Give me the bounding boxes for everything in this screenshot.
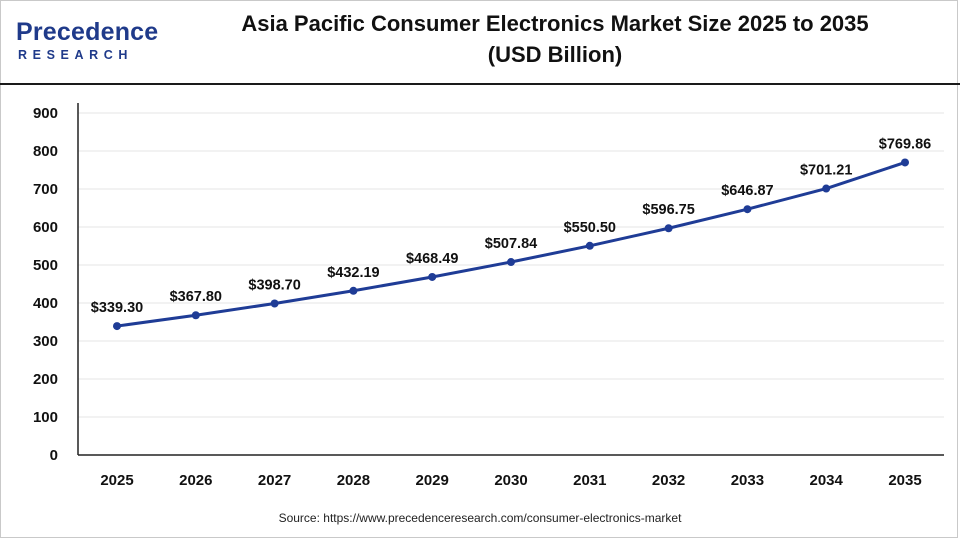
data-point xyxy=(901,158,909,167)
data-label: $468.49 xyxy=(406,251,458,267)
x-tick-label: 2027 xyxy=(258,472,291,489)
data-point xyxy=(349,286,358,295)
chart-title-line1: Asia Pacific Consumer Electronics Market… xyxy=(241,11,869,36)
data-point xyxy=(191,311,200,320)
data-label: $769.86 xyxy=(879,136,931,152)
y-tick-label: 300 xyxy=(33,333,58,350)
data-label: $432.19 xyxy=(327,265,379,281)
x-tick-label: 2032 xyxy=(652,472,685,489)
data-label: $550.50 xyxy=(564,220,616,236)
x-tick-label: 2026 xyxy=(179,472,212,489)
data-label: $367.80 xyxy=(170,289,222,305)
chart-title-line2: (USD Billion) xyxy=(487,42,623,67)
x-tick-label: 2025 xyxy=(100,472,133,489)
data-point xyxy=(664,224,673,233)
brand-logo: Precedence RESEARCH xyxy=(16,18,166,68)
y-tick-label: 200 xyxy=(33,371,58,388)
data-point xyxy=(270,299,279,308)
data-point xyxy=(585,241,594,250)
data-label: $507.84 xyxy=(485,236,537,252)
x-tick-label: 2028 xyxy=(337,472,370,489)
y-tick-label: 100 xyxy=(33,409,58,426)
data-label: $646.87 xyxy=(721,183,773,199)
data-label: $398.70 xyxy=(248,277,300,293)
line-chart: 0 100 200 300 400 500 600 700 800 900 2025 2026 2027… xyxy=(33,103,944,489)
data-label: $701.21 xyxy=(800,163,852,179)
source-note: Source: https://www.precedenceresearch.c… xyxy=(278,511,682,525)
header-divider xyxy=(0,83,960,85)
logo-wordmark: Precedence xyxy=(16,18,159,46)
data-point xyxy=(428,272,437,281)
data-point xyxy=(822,184,831,193)
data-point xyxy=(743,205,752,214)
x-tick-label: 2031 xyxy=(573,472,606,489)
data-label: $596.75 xyxy=(642,202,694,218)
x-tick-label: 2029 xyxy=(416,472,449,489)
x-tick-label: 2034 xyxy=(810,472,844,489)
y-tick-label: 700 xyxy=(33,181,58,198)
data-point xyxy=(507,258,515,267)
logo-tagline: RESEARCH xyxy=(18,48,133,62)
x-tick-label: 2033 xyxy=(731,472,764,489)
y-tick-label: 400 xyxy=(33,295,58,312)
chart-area: 0 100 200 300 400 500 600 700 800 900 2025 2026 2027… xyxy=(0,85,960,510)
y-tick-label: 500 xyxy=(33,257,58,274)
y-tick-label: 900 xyxy=(33,105,58,122)
x-tick-label: 2030 xyxy=(494,472,527,489)
chart-title: Asia Pacific Consumer Electronics Market… xyxy=(190,8,920,70)
y-tick-label: 0 xyxy=(50,447,58,464)
data-label: $339.30 xyxy=(91,300,143,316)
data-point xyxy=(113,322,121,331)
y-tick-label: 800 xyxy=(33,143,58,160)
y-tick-label: 600 xyxy=(33,219,58,236)
x-tick-label: 2035 xyxy=(888,472,921,489)
